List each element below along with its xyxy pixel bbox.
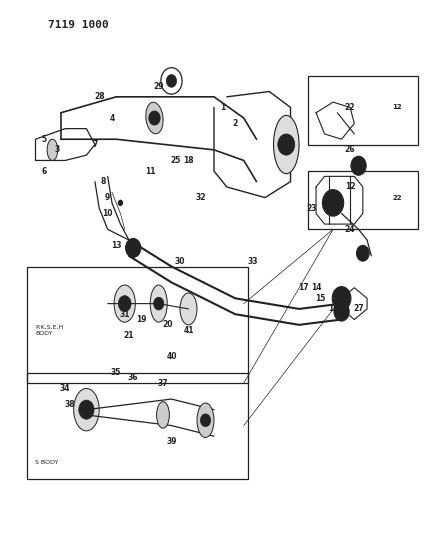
Text: 12: 12 [345, 182, 355, 191]
Bar [308, 171, 418, 229]
Text: 35: 35 [111, 368, 122, 377]
Text: 22: 22 [392, 195, 401, 200]
Text: 40: 40 [166, 352, 177, 361]
Text: 30: 30 [175, 257, 185, 265]
Ellipse shape [273, 115, 299, 174]
Circle shape [79, 400, 94, 419]
Text: 5: 5 [42, 135, 47, 144]
Text: 28: 28 [94, 92, 104, 101]
Text: 18: 18 [183, 156, 194, 165]
Text: 41: 41 [183, 326, 194, 335]
Ellipse shape [180, 293, 197, 325]
Text: 39: 39 [166, 437, 177, 446]
Circle shape [118, 200, 122, 206]
Text: 6: 6 [41, 166, 47, 175]
Bar [27, 373, 248, 479]
Text: 12: 12 [392, 104, 401, 110]
Circle shape [149, 111, 160, 125]
Text: 11: 11 [145, 166, 155, 175]
Circle shape [154, 297, 164, 310]
Text: 3: 3 [54, 146, 59, 155]
Text: 23: 23 [306, 204, 317, 213]
Circle shape [329, 198, 337, 208]
Bar [27, 266, 248, 383]
Text: 9: 9 [105, 193, 110, 202]
Text: 31: 31 [119, 310, 130, 319]
Ellipse shape [47, 139, 58, 160]
Circle shape [351, 156, 366, 175]
Text: P,K,S,E,H
BODY: P,K,S,E,H BODY [36, 325, 64, 336]
Text: 37: 37 [158, 378, 168, 387]
Text: 13: 13 [111, 241, 122, 250]
Ellipse shape [74, 389, 99, 431]
Text: 21: 21 [124, 331, 134, 340]
Text: S BODY: S BODY [36, 460, 59, 465]
Text: 19: 19 [137, 315, 147, 324]
Bar [308, 76, 418, 144]
Text: 8: 8 [101, 177, 106, 186]
Circle shape [166, 75, 177, 87]
Circle shape [334, 302, 349, 321]
Text: 4: 4 [109, 114, 115, 123]
Ellipse shape [150, 285, 167, 322]
Ellipse shape [197, 403, 214, 438]
Text: 14: 14 [311, 283, 321, 292]
Text: 2: 2 [233, 119, 238, 128]
Text: 7: 7 [92, 140, 98, 149]
Text: 10: 10 [102, 209, 113, 218]
Text: 34: 34 [60, 384, 71, 393]
Text: 1: 1 [220, 103, 225, 112]
Text: 26: 26 [345, 146, 355, 155]
Circle shape [322, 190, 344, 216]
Text: 29: 29 [154, 82, 164, 91]
Text: 38: 38 [64, 400, 75, 409]
Text: 32: 32 [196, 193, 206, 202]
Circle shape [278, 134, 295, 155]
Text: 25: 25 [170, 156, 181, 165]
Text: 15: 15 [315, 294, 325, 303]
Circle shape [357, 245, 369, 261]
Text: 33: 33 [247, 257, 258, 265]
Circle shape [125, 238, 141, 257]
Circle shape [118, 296, 131, 312]
Text: 27: 27 [353, 304, 364, 313]
Ellipse shape [157, 402, 169, 428]
Text: 16: 16 [328, 304, 338, 313]
Text: 17: 17 [298, 283, 309, 292]
Text: 22: 22 [345, 103, 355, 112]
Text: 7119 1000: 7119 1000 [48, 20, 108, 30]
Text: 24: 24 [345, 225, 355, 234]
Circle shape [200, 414, 211, 426]
Circle shape [332, 287, 351, 310]
Text: 20: 20 [162, 320, 172, 329]
Ellipse shape [146, 102, 163, 134]
Text: 36: 36 [128, 373, 138, 382]
Ellipse shape [114, 285, 135, 322]
